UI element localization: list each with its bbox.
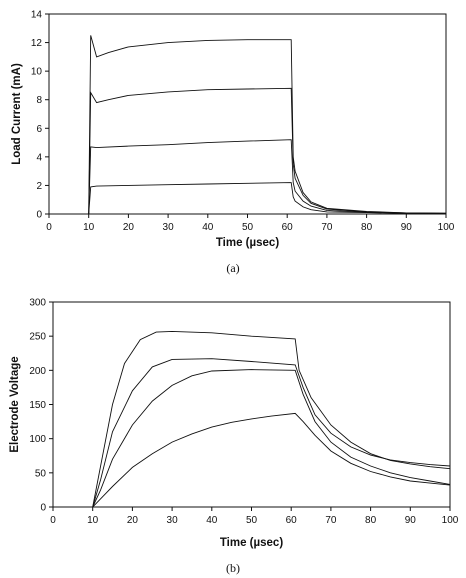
chart-a-plot-area (48, 13, 447, 215)
chart-a-x-tick-label: 100 (438, 222, 455, 233)
chart-a-y-tick-label: 14 (31, 10, 43, 21)
chart-a-y-tick-label: 8 (36, 95, 42, 106)
chart-a-series-line-1 (88, 182, 446, 215)
chart-a-x-tick-label: 30 (163, 222, 175, 233)
chart-b-x-tick-label: 10 (87, 515, 99, 526)
chart-b-x-tick-label: 90 (405, 515, 417, 526)
chart-b-x-tick-label: 100 (442, 515, 459, 526)
chart-a-series-line-4 (88, 35, 447, 215)
chart-a: 0 10 20 30 40 50 60 70 80 90 100 0 2 4 6 8 10 12 14 Time (… (11, 10, 455, 276)
chart-a-y-tick-label: 10 (31, 67, 43, 78)
chart-a-x-tick-label: 60 (282, 222, 294, 233)
chart-a-x-tick-label: 90 (401, 222, 413, 233)
chart-a-x-tick-label: 10 (83, 222, 95, 233)
chart-b-y-tick-label: 100 (29, 434, 46, 445)
chart-a-series-line-2 (88, 139, 447, 215)
chart-a-x-tick-label: 40 (202, 222, 214, 233)
chart-b-y-tick-label: 300 (29, 298, 46, 309)
chart-a-y-tick-label: 2 (36, 181, 42, 192)
chart-b-series-line-2 (53, 358, 451, 508)
chart-b-y-tick-label: 150 (29, 400, 46, 411)
chart-a-y-tick-label: 0 (36, 210, 42, 221)
chart-b-x-tick-label: 80 (365, 515, 377, 526)
chart-b-x-tick-label: 40 (206, 515, 218, 526)
chart-b: 0 10 20 30 40 50 60 70 80 90 100 0 50 100 150 200 250 300… (9, 298, 459, 576)
chart-b-y-tick-label: 50 (35, 468, 47, 479)
chart-a-caption: (a) (226, 261, 239, 275)
chart-b-y-tick-label: 0 (40, 503, 46, 514)
chart-b-x-tick-label: 0 (50, 515, 56, 526)
chart-b-x-axis-title: Time (µsec) (220, 537, 283, 549)
chart-b-x-tick-label: 30 (167, 515, 179, 526)
chart-b-x-tick-label: 20 (127, 515, 139, 526)
chart-b-series-group (53, 330, 451, 508)
chart-a-x-tick-label: 70 (321, 222, 333, 233)
chart-a-x-tick-label: 0 (46, 222, 52, 233)
chart-b-y-tick-label: 200 (29, 366, 46, 377)
chart-a-series-group (88, 35, 447, 215)
chart-b-y-axis-title: Electrode Voltage (9, 356, 21, 452)
chart-b-x-tick-label: 70 (325, 515, 337, 526)
chart-a-x-tick-label: 80 (361, 222, 373, 233)
chart-a-x-tick-label: 20 (123, 222, 135, 233)
chart-a-ticks: 0 10 20 30 40 50 60 70 80 90 100 0 2 4 6 8 10 12 14 (31, 10, 455, 234)
chart-a-y-tick-label: 12 (31, 38, 43, 49)
chart-b-x-tick-label: 60 (286, 515, 298, 526)
chart-b-series-line-3 (53, 369, 451, 508)
chart-b-caption: (b) (226, 561, 240, 575)
chart-b-x-tick-label: 50 (246, 515, 258, 526)
chart-a-y-tick-label: 6 (36, 124, 42, 135)
chart-a-series-line-3 (88, 87, 447, 215)
chart-b-ticks: 0 10 20 30 40 50 60 70 80 90 100 0 50 100 150 200 250 300 (29, 298, 458, 527)
chart-a-x-tick-label: 50 (242, 222, 254, 233)
chart-a-y-axis-title: Load Current (mA) (11, 63, 23, 165)
chart-b-y-tick-label: 250 (29, 332, 46, 343)
chart-b-series-line-4 (53, 412, 451, 508)
chart-a-x-axis-title: Time (µsec) (216, 237, 279, 249)
chart-a-y-tick-label: 4 (36, 152, 42, 163)
